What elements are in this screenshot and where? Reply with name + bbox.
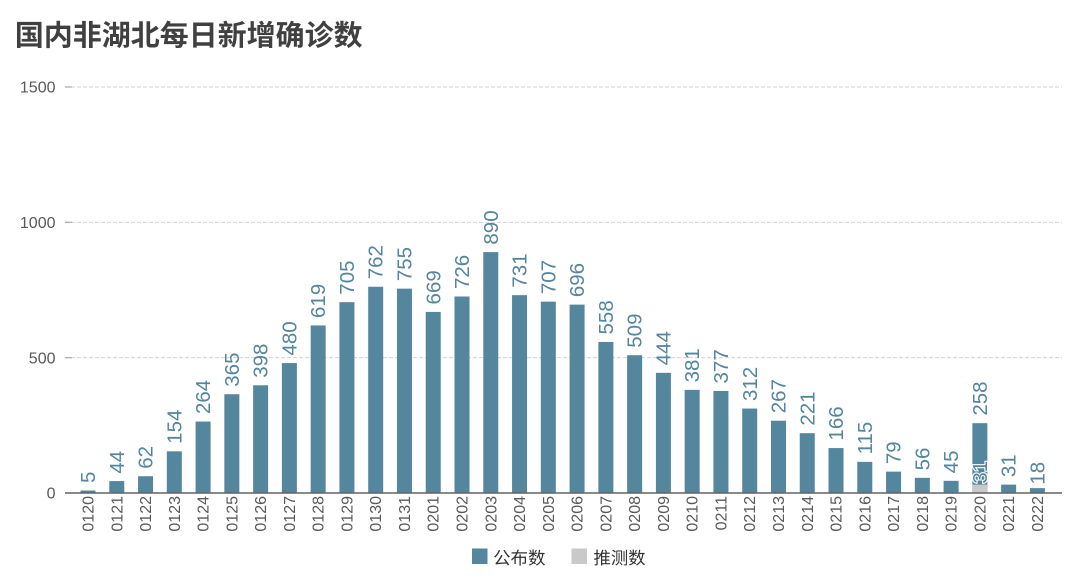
- svg-text:154: 154: [163, 410, 186, 444]
- svg-text:0128: 0128: [311, 496, 328, 532]
- svg-text:0218: 0218: [915, 496, 932, 532]
- svg-text:0129: 0129: [339, 496, 356, 532]
- svg-text:696: 696: [566, 263, 589, 297]
- svg-text:755: 755: [394, 247, 417, 281]
- svg-text:0207: 0207: [598, 496, 615, 532]
- svg-text:267: 267: [768, 379, 791, 413]
- svg-text:0131: 0131: [397, 496, 414, 532]
- svg-text:166: 166: [825, 406, 848, 440]
- svg-text:500: 500: [29, 350, 56, 367]
- svg-text:0208: 0208: [627, 496, 644, 532]
- svg-text:0130: 0130: [368, 496, 385, 532]
- svg-text:558: 558: [595, 300, 618, 334]
- svg-text:258: 258: [969, 381, 992, 415]
- svg-text:509: 509: [624, 314, 647, 348]
- svg-text:312: 312: [739, 367, 762, 401]
- svg-text:31: 31: [969, 461, 992, 484]
- svg-text:45: 45: [940, 451, 963, 474]
- svg-text:726: 726: [451, 255, 474, 289]
- svg-text:619: 619: [307, 284, 330, 318]
- svg-text:762: 762: [365, 245, 388, 279]
- svg-text:705: 705: [336, 260, 359, 294]
- svg-text:0124: 0124: [196, 496, 213, 532]
- svg-text:0122: 0122: [138, 496, 155, 532]
- svg-text:221: 221: [796, 391, 819, 425]
- svg-text:480: 480: [278, 321, 301, 355]
- svg-text:0202: 0202: [455, 496, 472, 532]
- svg-text:18: 18: [1026, 462, 1049, 485]
- svg-text:115: 115: [854, 422, 877, 455]
- svg-text:0: 0: [47, 486, 56, 503]
- svg-text:31: 31: [998, 454, 1021, 477]
- svg-text:0221: 0221: [1001, 496, 1018, 532]
- svg-text:377: 377: [710, 349, 733, 383]
- svg-text:0204: 0204: [512, 496, 529, 532]
- svg-text:5: 5: [77, 472, 100, 483]
- svg-text:0127: 0127: [282, 496, 299, 532]
- svg-text:0203: 0203: [483, 496, 500, 532]
- svg-text:44: 44: [106, 451, 129, 474]
- svg-text:0206: 0206: [570, 496, 587, 532]
- svg-text:707: 707: [537, 260, 560, 294]
- svg-text:0214: 0214: [800, 496, 817, 532]
- svg-text:890: 890: [480, 210, 503, 244]
- svg-text:0201: 0201: [426, 496, 443, 532]
- svg-text:0120: 0120: [81, 496, 98, 532]
- svg-text:79: 79: [883, 441, 906, 464]
- svg-text:365: 365: [221, 352, 244, 386]
- svg-text:669: 669: [422, 270, 445, 304]
- svg-text:0222: 0222: [1030, 496, 1047, 532]
- svg-text:0121: 0121: [109, 496, 126, 532]
- svg-text:0213: 0213: [771, 496, 788, 532]
- svg-text:0125: 0125: [224, 496, 241, 532]
- svg-text:0211: 0211: [713, 496, 730, 531]
- svg-text:264: 264: [192, 380, 215, 414]
- svg-text:0217: 0217: [886, 496, 903, 532]
- svg-text:0219: 0219: [944, 496, 961, 532]
- svg-text:0210: 0210: [685, 496, 702, 532]
- svg-text:381: 381: [681, 348, 704, 382]
- svg-text:0205: 0205: [541, 496, 558, 532]
- svg-text:0216: 0216: [857, 496, 874, 532]
- svg-text:0220: 0220: [972, 496, 989, 532]
- svg-text:62: 62: [135, 446, 158, 469]
- svg-text:1500: 1500: [20, 80, 56, 97]
- svg-text:56: 56: [911, 448, 934, 471]
- svg-text:0212: 0212: [742, 496, 759, 532]
- svg-text:444: 444: [652, 331, 675, 365]
- svg-text:0209: 0209: [656, 496, 673, 532]
- svg-text:0126: 0126: [253, 496, 270, 532]
- svg-text:1000: 1000: [20, 215, 56, 232]
- svg-text:0215: 0215: [829, 496, 846, 532]
- svg-text:398: 398: [250, 344, 273, 378]
- svg-text:0123: 0123: [167, 496, 184, 532]
- svg-text:731: 731: [509, 253, 532, 287]
